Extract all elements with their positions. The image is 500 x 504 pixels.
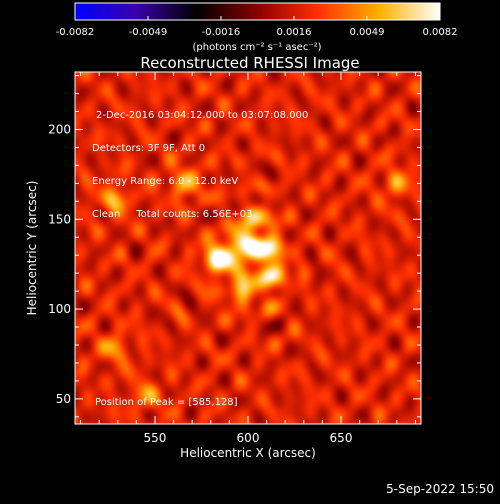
annotation-detectors: Detectors: 3F 9F, Att 0 (92, 143, 206, 154)
y-tick-label: 50 (56, 392, 71, 406)
colorbar-tick-label: 0.0082 (423, 27, 458, 38)
annotation-clean-counts: Clean Total counts: 6.56E+03 (92, 209, 253, 220)
chart-title: Reconstructed RHESSI Image (140, 54, 359, 72)
x-axis-label: Heliocentric X (arcsec) (180, 446, 316, 460)
peak-position-label: Position of Peak = [585,128] (95, 397, 238, 408)
annotation-time-range: 2-Dec-2016 03:04:12.000 to 03:07:08.000 (96, 110, 309, 121)
axis-ticks: 550 600 650 50 100 150 200 (48, 72, 421, 445)
y-tick-label: 200 (48, 122, 71, 136)
colorbar-tick-label: 0.0049 (350, 27, 385, 38)
y-tick-label: 150 (48, 212, 71, 226)
colorbar-tick-label: -0.0082 (56, 27, 95, 38)
colorbar-tick-label: -0.0016 (202, 27, 241, 38)
colorbar-units-label: (photons cm⁻² s⁻¹ asec⁻²) (192, 42, 321, 53)
colorbar-tick-label: -0.0049 (129, 27, 168, 38)
observation-annotations: 2-Dec-2016 03:04:12.000 to 03:07:08.000 … (92, 88, 308, 242)
colorbar-tick-label: 0.0016 (277, 27, 312, 38)
render-timestamp: 5-Sep-2022 15:50 (386, 482, 494, 496)
x-tick-label: 650 (330, 431, 353, 445)
plot-area (74, 71, 422, 425)
x-tick-label: 600 (237, 431, 260, 445)
colorbar (74, 2, 441, 21)
annotation-energy-range: Energy Range: 6.0 - 12.0 keV (92, 176, 239, 187)
y-tick-label: 100 (48, 302, 71, 316)
heatmap-image (75, 72, 421, 424)
colorbar-ticks: -0.0082 -0.0049 -0.0016 0.0016 0.0049 0.0082 (56, 16, 458, 38)
x-tick-label: 550 (144, 431, 167, 445)
y-axis-label: Heliocentric Y (arcsec) (25, 181, 39, 316)
